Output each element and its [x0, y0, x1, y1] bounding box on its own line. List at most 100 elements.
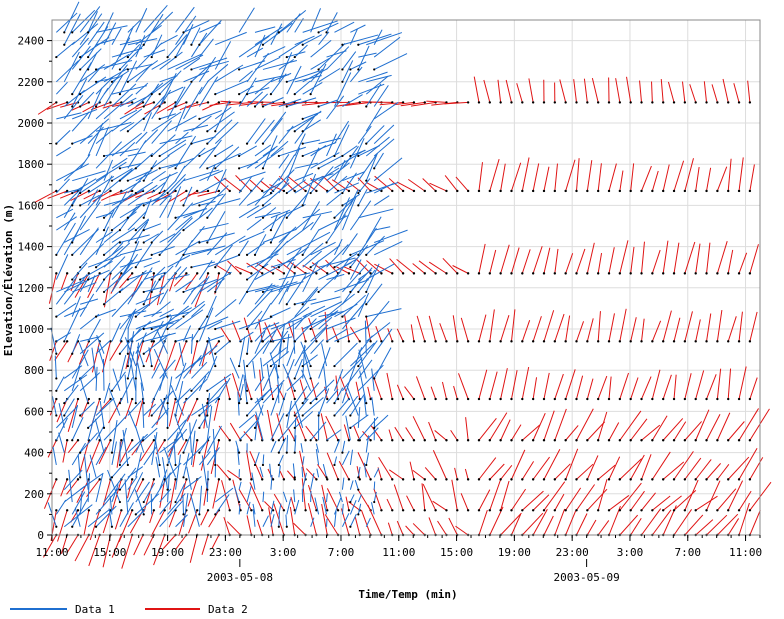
data1-barb	[123, 430, 128, 465]
data2-point	[684, 340, 686, 342]
data1-barb	[80, 92, 94, 106]
data2-barb	[544, 411, 554, 441]
data1-barb	[191, 276, 209, 304]
data1-point	[198, 452, 200, 454]
data2-barb	[406, 526, 414, 535]
data1-barb	[295, 81, 311, 94]
data2-point	[586, 340, 588, 342]
data2-barb	[750, 312, 757, 341]
data1-point	[373, 427, 375, 429]
data2-point	[348, 340, 350, 342]
data1-point	[214, 130, 216, 132]
data2-point	[564, 190, 566, 192]
data1-point	[119, 402, 121, 404]
data1-barb	[199, 338, 209, 366]
data2-barb	[501, 245, 510, 274]
data2-barb	[640, 81, 642, 103]
data2-point	[272, 439, 274, 441]
data2-point	[608, 340, 610, 342]
data2-point	[684, 190, 686, 192]
data1-point	[198, 155, 200, 157]
data2-barb	[216, 265, 230, 274]
data2-point	[402, 509, 404, 511]
data1-barb	[104, 416, 127, 441]
data2-barb	[368, 387, 371, 399]
data1-point	[357, 155, 359, 157]
data1-barb	[311, 145, 326, 156]
data1-point	[143, 303, 145, 305]
data1-barb	[350, 514, 356, 527]
data1-point	[270, 340, 272, 342]
data2-barb	[453, 265, 469, 273]
data2-point	[185, 439, 187, 441]
data1-point	[182, 229, 184, 231]
data1-barb	[199, 486, 201, 515]
data1-barb	[247, 119, 265, 144]
data2-barb	[576, 158, 579, 191]
data2-barb	[144, 479, 154, 512]
data1-point	[159, 278, 161, 280]
data2-barb	[490, 250, 496, 273]
y-tick-label: 1400	[18, 241, 45, 254]
data2-point	[77, 398, 79, 400]
data2-point	[478, 101, 480, 103]
data1-point	[246, 291, 248, 293]
data2-barb	[443, 258, 457, 273]
data2-point	[88, 101, 90, 103]
data1-point	[238, 155, 240, 157]
data2-barb	[479, 370, 487, 399]
data1-barb	[199, 23, 221, 32]
data2-barb	[587, 422, 604, 441]
data2-barb	[696, 371, 704, 399]
data1-barb	[374, 415, 388, 428]
data1-barb	[72, 296, 80, 316]
data1-point	[127, 217, 129, 219]
data2-point	[521, 340, 523, 342]
data2-point	[510, 398, 512, 400]
data2-point	[77, 439, 79, 441]
data1-point	[262, 266, 264, 268]
data1-barb	[80, 299, 98, 304]
data2-point	[402, 272, 404, 274]
data1-barb	[350, 67, 362, 82]
data2-barb	[696, 520, 713, 535]
data1-point	[119, 93, 121, 95]
data1-barb	[168, 376, 172, 403]
data1-point	[127, 278, 129, 280]
data2-barb	[533, 509, 547, 535]
data1-point	[55, 414, 57, 416]
x-axis-label: Time/Temp (min)	[358, 588, 457, 601]
data2-point	[619, 340, 621, 342]
data1-barb	[358, 84, 384, 94]
data1-barb	[56, 280, 84, 292]
data1-point	[246, 402, 248, 404]
data2-barb	[438, 521, 447, 535]
data1-point	[294, 377, 296, 379]
data2-point	[196, 272, 198, 274]
data2-barb	[361, 510, 370, 535]
data1-point	[198, 44, 200, 46]
data2-barb	[652, 510, 671, 535]
data1-barb	[199, 317, 228, 329]
data2-point	[684, 478, 686, 480]
data2-point	[608, 272, 610, 274]
data2-point	[456, 478, 458, 480]
data2-point	[294, 398, 296, 400]
data2-point	[673, 190, 675, 192]
data2-barb	[456, 177, 468, 191]
data1-point	[214, 328, 216, 330]
data2-point	[380, 509, 382, 511]
data1-barb	[255, 234, 266, 255]
data1-barb	[327, 12, 338, 32]
data2-point	[695, 509, 697, 511]
data1-barb	[120, 249, 142, 255]
data2-point	[586, 398, 588, 400]
data1-point	[127, 81, 129, 83]
data1-barb	[56, 377, 64, 391]
data1-point	[310, 328, 312, 330]
data1-point	[333, 217, 335, 219]
data2-point	[532, 101, 534, 103]
data1-barb	[191, 262, 214, 267]
data1-barb	[255, 283, 272, 304]
data2-point	[218, 478, 220, 480]
